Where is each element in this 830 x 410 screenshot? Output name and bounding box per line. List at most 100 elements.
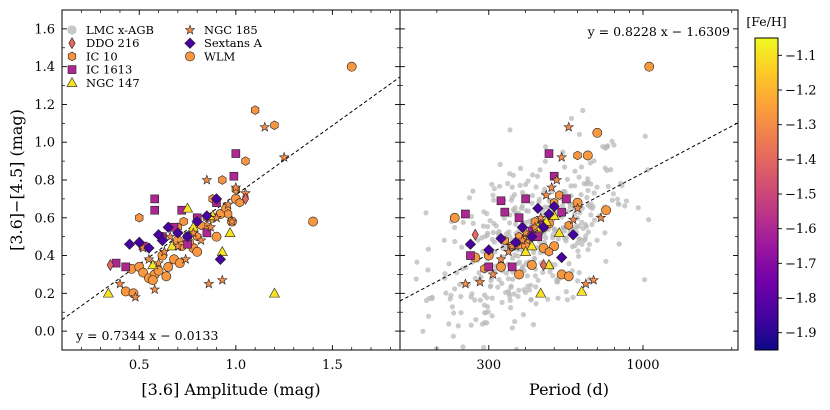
data-point: [158, 246, 170, 257]
lmc-x-agb-points: [413, 107, 652, 350]
series-ngc-185: [460, 121, 607, 289]
data-point: [102, 287, 114, 298]
data-point: [226, 215, 238, 227]
data-point: [203, 278, 215, 289]
data-point: [556, 251, 568, 264]
series-ngc-185: [114, 121, 290, 302]
lmc-x-agb-point: [588, 212, 594, 218]
data-point: [601, 205, 612, 216]
colorbar-tick-label: −1.7: [785, 257, 817, 272]
data-point: [460, 278, 471, 289]
lmc-x-agb-point: [615, 201, 621, 207]
lmc-x-agb-point: [530, 322, 537, 328]
lmc-x-agb-point: [451, 310, 457, 316]
lmc-x-agb-point: [472, 275, 478, 281]
legend-entry: NGC 185: [184, 23, 258, 37]
lmc-x-agb-point: [533, 184, 539, 190]
lmc-x-agb-point: [473, 317, 479, 323]
lmc-x-agb-point: [481, 209, 487, 215]
lmc-x-agb-point: [635, 205, 641, 211]
lmc-x-agb-point: [585, 247, 591, 253]
lmc-x-agb-point: [499, 299, 505, 305]
lmc-x-agb-point: [463, 264, 469, 270]
lmc-x-agb-point: [580, 107, 586, 114]
right-panel: 300 1000 Period (d) y = 0.8228 x − 1.6309: [399, 9, 739, 399]
lmc-x-agb-point: [616, 241, 622, 247]
lmc-x-agb-point: [512, 318, 518, 325]
legend-marker: [184, 37, 196, 49]
data-point: [201, 174, 213, 185]
data-point: [229, 171, 239, 181]
series-ddo-216: [471, 228, 548, 272]
series-sextans-a: [464, 200, 579, 264]
data-point: [205, 221, 217, 232]
fit-equation: y = 0.7344 x − 0.0133: [75, 328, 218, 343]
lmc-x-agb-point: [484, 320, 490, 326]
lmc-x-agb-point: [579, 241, 585, 247]
data-point: [147, 275, 158, 286]
lmc-x-agb-point: [488, 277, 494, 284]
lmc-x-agb-point: [542, 158, 548, 164]
lmc-x-agb-point: [564, 208, 571, 214]
lmc-x-agb-point: [485, 309, 491, 315]
lmc-x-agb-point: [587, 160, 594, 166]
lmc-x-agb-point: [567, 204, 573, 210]
data-point: [535, 287, 547, 298]
lmc-x-agb-point: [452, 238, 458, 245]
data-point: [210, 193, 223, 205]
data-point: [514, 213, 524, 223]
lmc-x-agb-point: [446, 321, 452, 327]
lmc-x-agb-point: [555, 295, 561, 301]
lmc-x-agb-point: [489, 295, 495, 301]
data-point: [147, 259, 159, 270]
lmc-x-agb-point: [516, 287, 522, 293]
lmc-x-agb-point: [592, 217, 598, 223]
data-point: [514, 269, 524, 280]
lmc-x-agb-point: [605, 183, 611, 189]
lmc-x-agb-point: [588, 181, 594, 187]
lmc-x-agb-point: [562, 188, 568, 195]
lmc-x-agb-point: [572, 168, 578, 174]
legend-marker: [184, 24, 196, 35]
lmc-x-agb-point: [496, 277, 502, 283]
data-point: [449, 212, 460, 223]
lmc-x-agb-point: [449, 304, 455, 310]
lmc-x-agb-point: [619, 182, 625, 189]
lmc-x-agb-point: [507, 297, 513, 303]
data-point: [106, 258, 114, 272]
lmc-x-agb-point: [591, 190, 597, 196]
lmc-x-agb-point: [507, 220, 513, 226]
data-point: [179, 216, 188, 227]
lmc-x-agb-point: [441, 237, 447, 243]
lmc-x-agb-point: [520, 312, 527, 318]
lmc-x-agb-point: [454, 270, 460, 276]
data-point: [150, 194, 160, 204]
data-point: [544, 149, 554, 158]
data-point: [483, 244, 495, 256]
lmc-x-agb-point: [589, 221, 595, 227]
data-point: [181, 231, 194, 243]
y-tick-label: 0.8: [34, 174, 55, 189]
data-point: [562, 194, 571, 204]
data-point: [556, 151, 568, 162]
legend-label: NGC 147: [86, 76, 140, 90]
lmc-x-agb-point: [586, 241, 593, 247]
lmc-x-agb-point: [477, 297, 483, 303]
data-point: [270, 120, 279, 130]
legend-entry: LMC x-AGB: [67, 23, 154, 37]
lmc-x-agb-point: [460, 219, 466, 225]
data-point: [211, 212, 222, 223]
data-point: [540, 189, 552, 200]
colorbar-tick-label: −1.5: [785, 188, 817, 203]
data-point: [172, 227, 184, 239]
data-point: [573, 150, 582, 161]
data-point: [251, 105, 260, 115]
lmc-x-agb-point: [505, 276, 512, 282]
lmc-x-agb-point: [509, 184, 515, 190]
data-point: [214, 253, 227, 265]
data-point: [230, 181, 242, 193]
lmc-x-agb-point: [509, 255, 516, 261]
data-point: [474, 276, 486, 287]
data-point: [143, 242, 155, 254]
lmc-x-agb-point: [490, 192, 496, 198]
